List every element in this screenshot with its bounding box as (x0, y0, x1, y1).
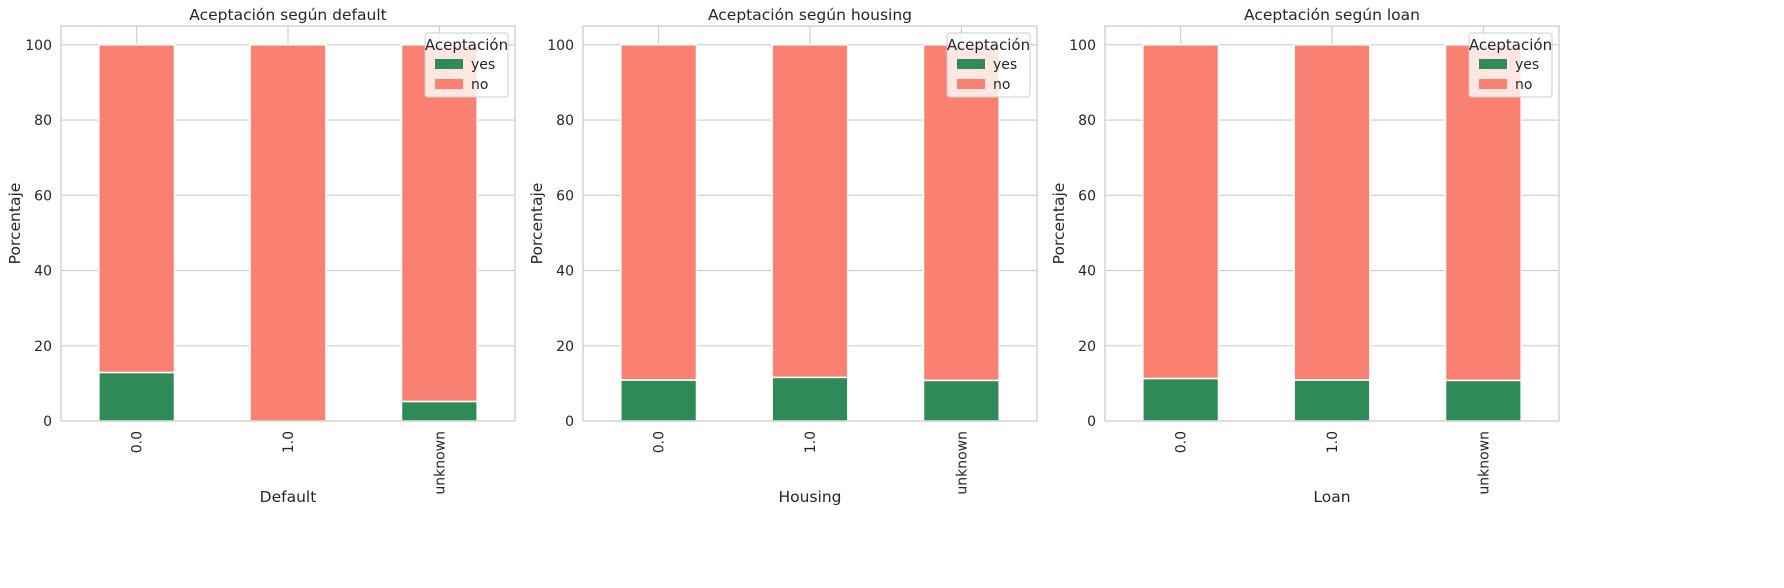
chart-panel-2: 0 20 40 60 80 100 0.0 1.0 unknown Aceptación segú… (528, 6, 1038, 506)
legend-swatch-no (1479, 79, 1507, 89)
bar-no (98, 44, 176, 374)
y-tick-label: 0 (1087, 414, 1096, 430)
chart-panel-3: 0 20 40 60 80 100 0.0 1.0 unknown Aceptación segú… (1050, 6, 1560, 506)
legend: Aceptación yes no (946, 32, 1031, 98)
y-tick-label: 40 (1078, 264, 1096, 280)
chart-title: Aceptación según loan (1244, 6, 1420, 24)
legend-swatch-yes (435, 59, 463, 69)
y-tick-label: 100 (25, 38, 52, 54)
y-tick-label: 20 (34, 339, 52, 355)
bar-yes (1142, 377, 1220, 422)
y-tick-label: 40 (34, 264, 52, 280)
y-axis-label: Porcentaje (528, 183, 546, 265)
legend-swatch-yes (957, 59, 985, 69)
y-tick-label: 0 (565, 414, 574, 430)
bar-yes (1293, 379, 1371, 422)
legend-label-no: no (993, 77, 1010, 93)
y-tick-label: 60 (1078, 188, 1096, 204)
y-tick-label: 20 (1078, 339, 1096, 355)
legend-label-no: no (1515, 77, 1532, 93)
x-tick-label: unknown (432, 431, 448, 495)
legend-title: Aceptación (425, 36, 508, 54)
legend-label-yes: yes (471, 57, 495, 73)
legend: Aceptación yes no (424, 32, 509, 98)
x-tick-label: 0.0 (130, 431, 146, 453)
y-tick-label: 80 (34, 113, 52, 129)
y-tick-label: 100 (547, 38, 574, 54)
x-tick-label: 1.0 (281, 431, 297, 453)
y-tick-label: 80 (556, 113, 574, 129)
plot-frame (1104, 25, 1560, 422)
bar-no (249, 44, 327, 422)
bar-no (1293, 44, 1371, 381)
y-tick-label: 100 (1069, 38, 1096, 54)
bar-yes (98, 371, 176, 422)
bar-yes (1444, 379, 1522, 422)
x-tick-label: 1.0 (803, 431, 819, 453)
plot-frame (60, 25, 516, 422)
chart-panel-1: 0 20 40 60 80 100 0.0 1.0 unknown Aceptación segú… (6, 6, 516, 506)
y-axis-label: Porcentaje (1050, 183, 1068, 265)
bar-yes (620, 379, 698, 422)
y-tick-label: 0 (43, 414, 52, 430)
y-tick-label: 20 (556, 339, 574, 355)
x-tick-label: 0.0 (652, 431, 668, 453)
x-tick-label: unknown (954, 431, 970, 495)
plot-frame (582, 25, 1038, 422)
bar-yes (400, 400, 478, 422)
chart-title: Aceptación según default (189, 6, 386, 24)
legend-swatch-no (435, 79, 463, 89)
bar-no (620, 44, 698, 381)
y-tick-label: 40 (556, 264, 574, 280)
x-axis-label: Loan (1313, 488, 1350, 506)
y-tick-label: 60 (556, 188, 574, 204)
legend-swatch-yes (1479, 59, 1507, 69)
legend-label-yes: yes (993, 57, 1017, 73)
y-tick-label: 80 (1078, 113, 1096, 129)
legend-label-yes: yes (1515, 57, 1539, 73)
legend-title: Aceptación (1469, 36, 1552, 54)
bar-no (400, 44, 478, 403)
x-axis-label: Housing (778, 488, 841, 506)
bar-yes (922, 379, 1000, 422)
chart-title: Aceptación según housing (708, 6, 912, 24)
legend: Aceptación yes no (1468, 32, 1553, 98)
x-axis-label: Default (260, 488, 317, 506)
legend-swatch-no (957, 79, 985, 89)
bar-yes (771, 376, 849, 422)
bar-no (1444, 44, 1522, 382)
bar-no (1142, 44, 1220, 380)
x-tick-label: unknown (1476, 431, 1492, 495)
x-tick-label: 1.0 (1325, 431, 1341, 453)
legend-title: Aceptación (947, 36, 1030, 54)
y-axis-label: Porcentaje (6, 183, 24, 265)
bar-no (771, 44, 849, 379)
legend-label-no: no (471, 77, 488, 93)
y-tick-label: 60 (34, 188, 52, 204)
x-tick-label: 0.0 (1174, 431, 1190, 453)
